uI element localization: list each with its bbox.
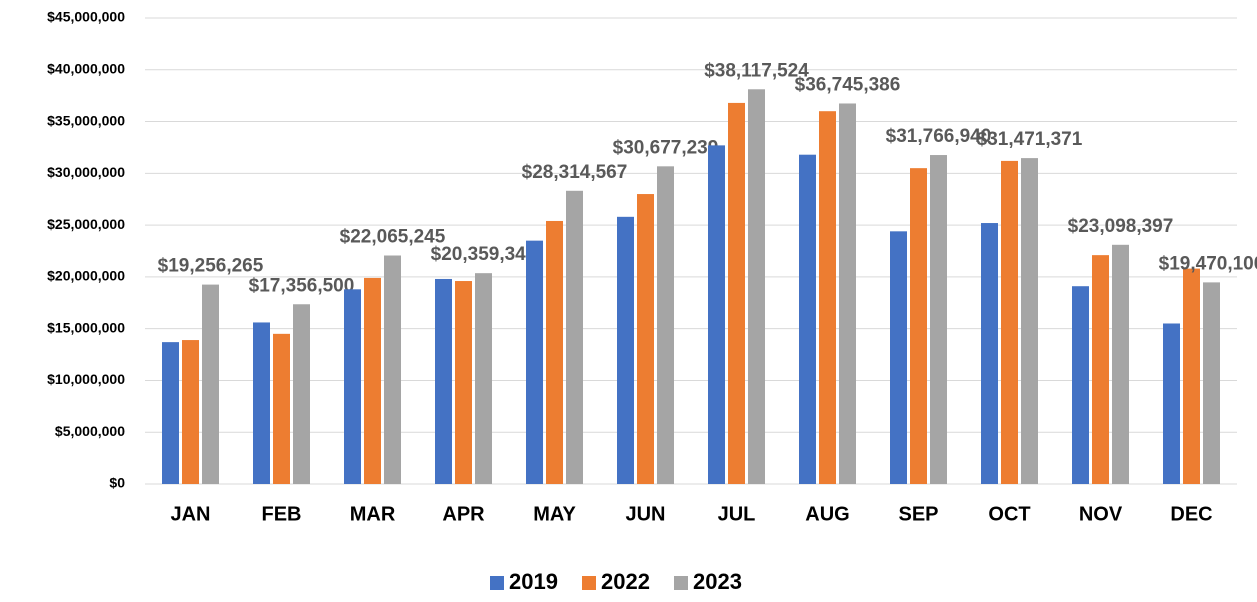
- bar: [981, 223, 998, 485]
- y-tick-label: $20,000,000: [47, 268, 125, 284]
- y-tick-label: $30,000,000: [47, 164, 125, 180]
- data-label: $31,766,940: [886, 126, 992, 147]
- bar: [566, 190, 583, 484]
- data-label: $30,677,239: [613, 137, 719, 158]
- bar: [162, 342, 179, 484]
- bar: [364, 277, 381, 484]
- bar: [708, 145, 725, 484]
- y-tick-label: $5,000,000: [55, 423, 125, 439]
- data-label: $19,256,265: [158, 256, 264, 277]
- bar: [1092, 255, 1109, 484]
- bar: [1112, 244, 1129, 484]
- bar: [839, 103, 856, 485]
- x-tick-label: OCT: [988, 503, 1030, 525]
- x-tick-label: DEC: [1170, 503, 1212, 525]
- data-label: $36,745,386: [795, 74, 901, 95]
- data-label: $19,470,100: [1159, 253, 1257, 274]
- x-tick-label: MAR: [350, 503, 396, 525]
- y-tick-label: $25,000,000: [47, 216, 125, 232]
- x-tick-label: JUL: [718, 503, 756, 525]
- data-label: $17,356,500: [249, 275, 355, 296]
- bar: [1183, 268, 1200, 484]
- x-tick-label: NOV: [1079, 503, 1123, 525]
- bar: [890, 231, 907, 484]
- y-tick-label: $10,000,000: [47, 371, 125, 387]
- x-tick-label: JUN: [625, 503, 665, 525]
- bar: [748, 89, 765, 485]
- bar: [728, 102, 745, 484]
- bar: [384, 255, 401, 484]
- legend-label: 2019: [509, 569, 558, 594]
- legend-swatch: [582, 576, 596, 590]
- data-label: $38,117,524: [704, 60, 809, 81]
- bar: [1001, 160, 1018, 484]
- bar: [435, 278, 452, 484]
- y-tick-label: $15,000,000: [47, 319, 125, 335]
- x-tick-label: FEB: [262, 503, 302, 525]
- bar: [617, 216, 634, 484]
- bar: [182, 340, 199, 484]
- x-tick-label: MAY: [533, 503, 576, 525]
- bar: [819, 111, 836, 484]
- x-tick-label: JAN: [170, 503, 210, 525]
- bar: [202, 284, 219, 484]
- legend-label: 2023: [693, 569, 742, 594]
- bar: [910, 168, 927, 484]
- x-tick-label: SEP: [898, 503, 938, 525]
- bar: [475, 273, 492, 484]
- legend-label: 2022: [601, 569, 650, 594]
- bar: [344, 289, 361, 484]
- bar: [657, 166, 674, 485]
- bar: [637, 194, 654, 485]
- legend-swatch: [674, 576, 688, 590]
- data-label: $28,314,567: [522, 162, 628, 183]
- bar: [1021, 158, 1038, 484]
- legend-swatch: [490, 576, 504, 590]
- data-label: $20,359,341: [431, 244, 537, 265]
- x-tick-label: APR: [442, 503, 485, 525]
- bar: [526, 240, 543, 484]
- y-tick-label: $40,000,000: [47, 60, 125, 76]
- bar: [799, 154, 816, 484]
- bar: [546, 220, 563, 485]
- y-tick-label: $0: [109, 475, 125, 491]
- data-label: $31,471,371: [977, 129, 1083, 150]
- data-label: $23,098,397: [1068, 216, 1174, 237]
- y-tick-label: $35,000,000: [47, 112, 125, 128]
- bar: [293, 304, 310, 484]
- bar: [253, 322, 270, 484]
- x-tick-label: AUG: [805, 503, 849, 525]
- bar: [1163, 323, 1180, 484]
- data-label: $22,065,245: [340, 227, 446, 248]
- bar: [1203, 282, 1220, 484]
- bar: [273, 333, 290, 484]
- bar: [1072, 286, 1089, 484]
- bar: [930, 155, 947, 484]
- bar: [455, 281, 472, 484]
- y-tick-label: $45,000,000: [47, 9, 125, 25]
